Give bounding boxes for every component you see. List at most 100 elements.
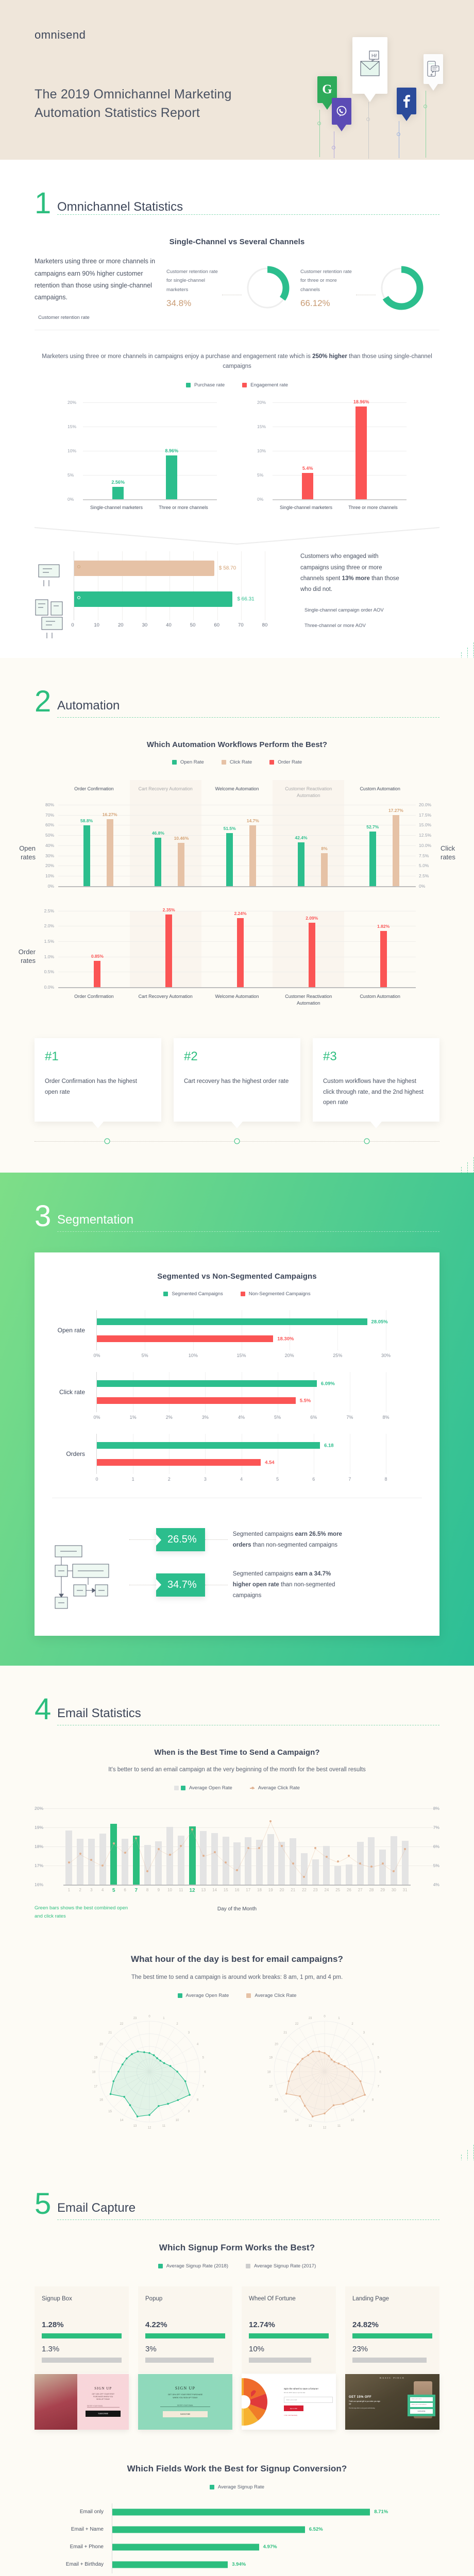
month-bar xyxy=(345,1865,352,1885)
field-value: 8.71% xyxy=(374,2509,388,2515)
section1-number: 1 xyxy=(35,187,52,220)
svg-text:8: 8 xyxy=(372,2099,374,2102)
month-day-label: 16 xyxy=(234,1888,240,1893)
month-day-label: 12 xyxy=(189,1888,195,1894)
section-email-capture: 5 Email Capture Which Signup Form Works … xyxy=(0,2160,474,2576)
month-bar xyxy=(312,1859,319,1885)
month-bar xyxy=(200,1831,207,1885)
facebook-bubble xyxy=(397,88,416,121)
retention-copy: Marketers using three or more channels i… xyxy=(35,258,156,301)
field-row: Email + Birthday 3.94% xyxy=(35,2555,439,2573)
signup-value-2017: 1.3% xyxy=(42,2344,60,2353)
month-click-point xyxy=(348,1855,350,1857)
brand-logo: omnisend xyxy=(35,28,86,41)
month-day-label: 27 xyxy=(358,1888,363,1893)
aov-bar-single: $ 58.70 xyxy=(74,561,236,577)
stat-chip: 34.7% xyxy=(156,1573,205,1597)
month-click-point xyxy=(180,1845,182,1848)
month-click-point xyxy=(404,1848,407,1850)
automation-tip-cards: #1 Order Confirmation has the highest op… xyxy=(35,1038,439,1128)
month-click-point xyxy=(157,1848,160,1850)
segmentation-open-rate: Open rate 28.05% 18.30% 0% 5% 10% 15% 20… xyxy=(52,1310,422,1358)
field-row: Email + Phone 4.97% xyxy=(35,2538,439,2556)
radar-open-rate: 0 1 2 3 4 5 6 7 8 9 10 11 12 13 14 15 16 17 18 19 20 21 22 23 xyxy=(72,2011,227,2134)
month-bar xyxy=(233,1842,241,1885)
month-bar xyxy=(334,1866,342,1885)
month-click-point xyxy=(325,1855,328,1858)
donut-multi-channel: Customer retention rate for three or mor… xyxy=(300,264,425,312)
svg-text:10: 10 xyxy=(351,2119,354,2122)
legend-purchase-rate: Purchase rate xyxy=(194,382,225,388)
section1-header: 1 Omnichannel Statistics xyxy=(35,160,439,220)
month-click-point xyxy=(202,1855,205,1857)
month-bar xyxy=(379,1850,386,1885)
stat-text: Segmented campaigns earn a 34.7% higher … xyxy=(232,1571,335,1599)
svg-text:21: 21 xyxy=(283,2031,287,2035)
month-click-point xyxy=(146,1870,149,1873)
purchase-rate-chart: 20% 15% 10% 5% 0% 2.56% 8.96% Single-c xyxy=(67,400,217,512)
chevron-divider xyxy=(35,527,439,545)
month-day-label: 31 xyxy=(402,1888,408,1893)
section4-number: 4 xyxy=(35,1692,52,1726)
month-day-label: 29 xyxy=(380,1888,385,1893)
svg-text:11: 11 xyxy=(162,2125,166,2128)
signup-value-2018: 4.22% xyxy=(145,2320,167,2329)
month-bar xyxy=(278,1842,285,1885)
field-value: 3.94% xyxy=(232,2562,246,2568)
svg-text:23: 23 xyxy=(133,2017,137,2020)
automation-legend: Open Rate Click Rate Order Rate xyxy=(35,759,439,765)
month-day-label: 18 xyxy=(257,1888,262,1893)
signup-box-preview: SIGN UP GET 15% OFF YOUR FIRST PURCHASE W… xyxy=(35,2374,129,2430)
month-bar xyxy=(132,1836,140,1885)
svg-text:22: 22 xyxy=(295,2023,299,2026)
svg-text:12: 12 xyxy=(148,2127,151,2130)
signup-card: Signup Box 1.28% 1.3% SIGN UP GET 15% OF… xyxy=(35,2286,129,2430)
month-day-label: 14 xyxy=(212,1888,217,1893)
field-label: Email + Birthday xyxy=(65,2562,104,2568)
month-click-point xyxy=(225,1861,227,1864)
svg-text:17: 17 xyxy=(269,2086,273,2089)
svg-text:2: 2 xyxy=(351,2023,353,2026)
section2-number: 2 xyxy=(35,685,52,719)
stat-text: Segmented campaigns earn 26.5% more orde… xyxy=(232,1531,342,1548)
field-row: Email + Name 6.52% xyxy=(35,2520,439,2538)
legend-engagement-rate: Engagement rate xyxy=(250,382,289,388)
section-automation: 2 Automation Which Automation Workflows … xyxy=(0,658,474,1174)
month-bar xyxy=(88,1838,95,1885)
month-day-label: 19 xyxy=(268,1888,273,1893)
engagement-rate-chart: 20% 15% 10% 5% 0% 5.4% 18.96% Single-c xyxy=(257,399,407,512)
mobile-sms-icon xyxy=(427,61,439,77)
month-bar xyxy=(177,1836,184,1885)
purchase-value-2: 8.96% xyxy=(165,448,178,453)
hour-chart-legend: Average Open Rate Average Click Rate xyxy=(35,1993,439,1998)
svg-text:6: 6 xyxy=(204,2071,206,2074)
month-day-label: 8 xyxy=(146,1888,149,1893)
tip-rail xyxy=(35,1133,439,1149)
month-click-point xyxy=(67,1861,70,1864)
tip-rank: #3 xyxy=(323,1049,337,1063)
svg-text:12: 12 xyxy=(323,2127,327,2130)
hour-radar-charts: 0 1 2 3 4 5 6 7 8 9 10 11 12 13 14 15 16 17 18 19 20 21 22 23 0… xyxy=(35,2011,439,2134)
month-day-label: 20 xyxy=(279,1888,284,1893)
month-click-point xyxy=(370,1865,373,1868)
aov-chart: $ 58.70 $ 66.31 0 10 20 30 40 50 60 xyxy=(71,551,289,632)
section3-number: 3 xyxy=(35,1199,52,1233)
engagement-value-1: 5.4% xyxy=(302,465,313,471)
signup-card: Wheel Of Fortune 12.74% 10% xyxy=(242,2286,336,2430)
month-click-point xyxy=(303,1876,306,1878)
signup-value-2017: 3% xyxy=(145,2344,157,2353)
month-click-point xyxy=(79,1853,81,1855)
section5-number: 5 xyxy=(35,2187,52,2221)
section5-heading-1: Which Signup Form Works the Best? xyxy=(159,2242,315,2252)
aov-legend: Single-channel campaign order AOV Three-… xyxy=(304,607,384,629)
sms-bubble xyxy=(424,54,443,91)
month-click-point xyxy=(213,1851,216,1853)
section4-header: 4 Email Statistics xyxy=(35,1666,439,1726)
page-title: The 2019 Omnichannel Marketing Automatio… xyxy=(35,87,232,121)
svg-text:2: 2 xyxy=(176,2023,178,2026)
svg-text:18: 18 xyxy=(267,2071,271,2074)
field-value: 6.52% xyxy=(309,2527,323,2533)
svg-text:3: 3 xyxy=(363,2031,365,2035)
donut-single-channel: Customer retention rate for single-chann… xyxy=(166,264,291,312)
automation-order-categories: Order Confirmation Cart Recovery Automat… xyxy=(74,993,400,1006)
